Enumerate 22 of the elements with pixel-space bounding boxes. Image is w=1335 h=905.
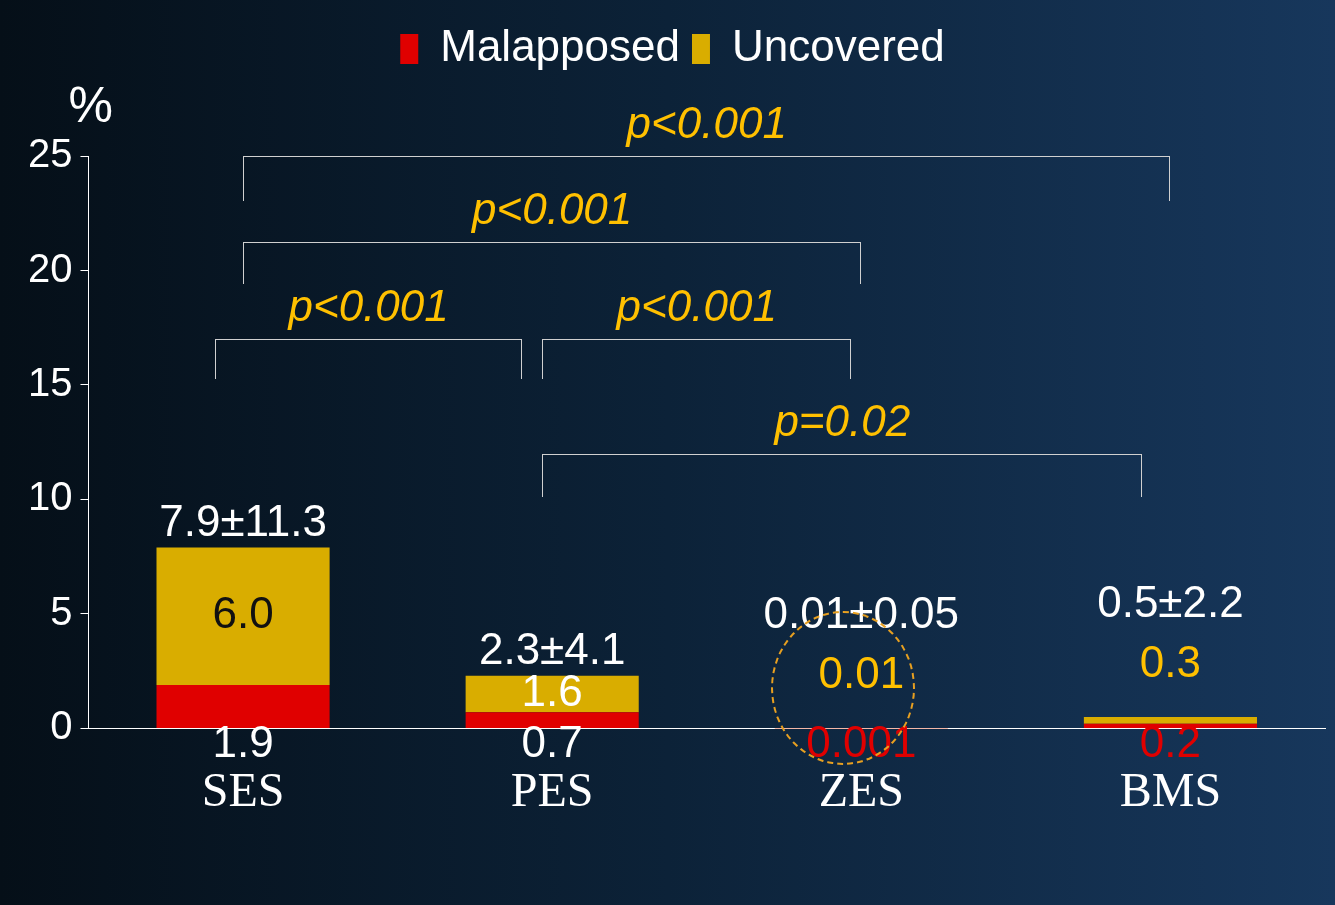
annotation: p<0.001 [616, 281, 777, 332]
y-tick-label: 20 [27, 245, 73, 290]
legend-label: Malapposed [440, 21, 680, 71]
text: p<0.001 [626, 98, 787, 148]
y-tick-label: 10 [27, 474, 73, 519]
y-axis-title: % [68, 76, 113, 134]
data-label: 0.01 [818, 648, 905, 698]
x-tick-label: BMS [1119, 762, 1222, 816]
annotation: p<0.001 [288, 281, 449, 332]
total-label: 7.9±11.3 [159, 495, 327, 545]
y-tick-label: 25 [27, 131, 73, 176]
annotation: p=0.02 [774, 395, 911, 446]
y-tick-label: 15 [27, 359, 73, 404]
y-tick-label: 5 [50, 588, 73, 633]
legend-label: Uncovered [731, 21, 945, 71]
total-label: 0.5±2.2 [1097, 577, 1244, 627]
total-label: 0.01±0.05 [763, 588, 960, 638]
data-label: 6.0 [212, 588, 274, 638]
data-label: 0.3 [1139, 637, 1202, 687]
x-tick-label: PES [510, 762, 594, 816]
annotation: p<0.001 [472, 183, 633, 234]
y-tick-label: 0 [50, 703, 73, 748]
